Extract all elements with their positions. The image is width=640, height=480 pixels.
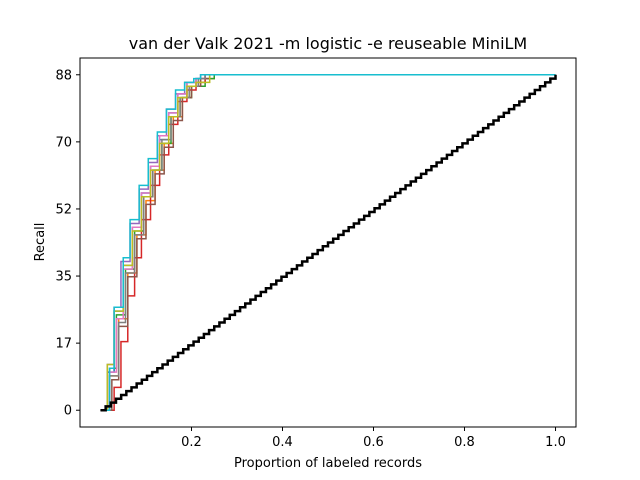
series-line-9 [100, 74, 556, 411]
series-layer [100, 74, 557, 412]
y-tick-label: 35 [55, 270, 72, 285]
series-line-11 [100, 74, 557, 412]
x-tick-label: 0.6 [363, 435, 384, 450]
series-line-6 [100, 74, 556, 411]
x-tick-label: 0.2 [181, 435, 202, 450]
x-axis: 0.2 0.4 0.6 0.8 1.0 [181, 427, 566, 450]
chart-title: van der Valk 2021 -m logistic -e reuseab… [129, 34, 527, 53]
x-axis-title: Proportion of labeled records [234, 456, 422, 471]
series-line-10 [100, 74, 556, 411]
y-tick-label: 88 [55, 68, 72, 83]
y-axis: 0 17 35 52 70 88 [55, 68, 80, 419]
y-axis-title: Recall [33, 223, 48, 262]
x-tick-label: 0.8 [454, 435, 475, 450]
y-tick-label: 70 [55, 135, 72, 150]
y-tick-label: 0 [64, 404, 72, 419]
y-tick-label: 52 [55, 202, 72, 217]
series-line-7 [100, 74, 556, 411]
x-tick-label: 1.0 [545, 435, 566, 450]
x-tick-label: 0.4 [272, 435, 293, 450]
y-tick-label: 17 [55, 337, 72, 352]
plot-frame [79, 57, 577, 428]
